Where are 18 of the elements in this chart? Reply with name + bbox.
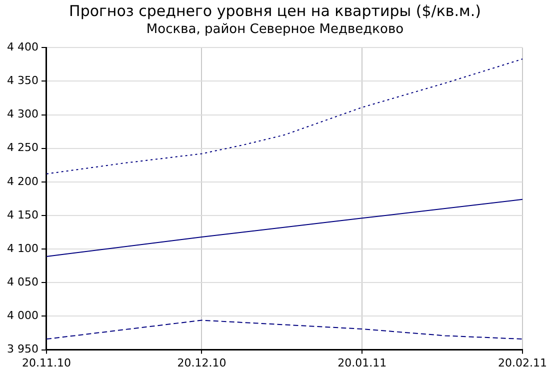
line-series [46, 58, 523, 174]
y-tick-label: 4 300 [6, 108, 38, 121]
y-tick-label: 4 350 [6, 74, 38, 88]
y-tick-label: 4 100 [6, 242, 38, 255]
y-tick-label: 4 400 [6, 40, 38, 54]
line-series [46, 320, 523, 340]
chart-subtitle: Москва, район Северное Медведково [145, 22, 405, 37]
y-tick-label: 4 050 [6, 276, 38, 289]
x-tick-label: 20.12.10 [177, 356, 226, 370]
y-tick-label: 3 950 [6, 342, 38, 356]
x-tick-label: 20.01.11 [338, 356, 387, 370]
y-tick-label: 4 250 [6, 141, 38, 154]
y-tick-label: 4 150 [6, 208, 38, 222]
x-tick-label: 20.11.10 [22, 356, 71, 370]
y-tick-label: 4 200 [6, 174, 38, 188]
y-tick-label: 4 000 [6, 309, 38, 322]
x-tick-label: 20.02.11 [498, 356, 547, 370]
chart-title: Прогноз среднего уровня цен на квартиры ($/кв.м.) [68, 2, 482, 20]
